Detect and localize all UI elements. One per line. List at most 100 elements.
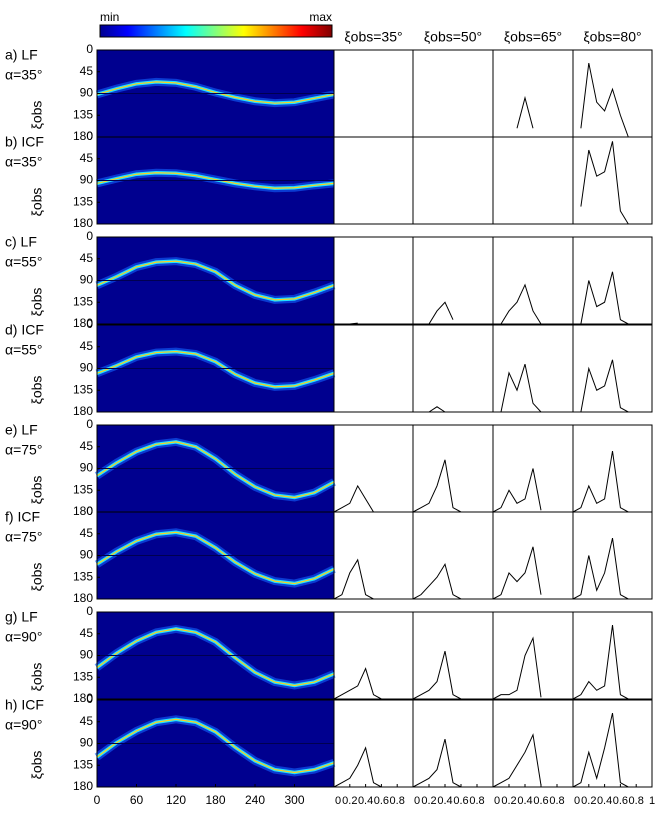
y-tick-label: 135 [73,482,93,496]
profile-line [572,712,629,788]
y-tick-label: 180 [73,404,93,418]
profile-frame [492,324,574,413]
column-header: ξobs=35° [344,29,402,45]
profile-frame [333,136,414,225]
y-tick-label: 90 [80,86,94,100]
x-tick-label: 120 [166,793,186,807]
profile-x-tick-label: 0.6 [613,795,628,807]
x-tick-label: 300 [284,793,304,807]
profile-frame [412,511,494,600]
y-tick-label: 0 [86,229,93,243]
profile-x-tick-label: 0.8 [549,795,564,807]
row-label: g) LF [5,609,38,625]
y-tick-label: 180 [73,504,93,518]
column-header: ξobs=50° [424,29,482,45]
profile-frame [572,136,653,225]
colorbar-min: min [100,10,119,24]
y-tick-label: 0 [86,604,93,618]
ridge-core [96,172,335,189]
y-tick-label: 135 [73,569,93,583]
profile-line [580,271,629,325]
profile-frame [333,324,414,413]
profile-line [572,624,629,700]
y-axis-label: ξobs [29,476,45,505]
profile-line [492,733,542,788]
profile-frame [492,611,574,700]
row-label: e) LF [5,422,38,438]
profile-frame [412,49,494,138]
y-tick-label: 0 [86,129,93,143]
y-axis-label: ξobs [29,288,45,317]
ridge-core [96,531,335,585]
profile-x-tick-label: 0 [574,795,580,807]
profile-frame [333,49,414,138]
profile-line [333,484,374,513]
row-alpha: α=90° [5,717,42,733]
ridge-core [96,718,335,774]
profile-line [412,739,462,788]
y-tick-label: 135 [73,669,93,683]
ridge-core [96,628,335,687]
row-alpha: α=35° [5,154,42,170]
y-tick-label: 0 [86,42,93,56]
profile-line [333,667,382,700]
profile-x-tick-label: 0.8 [629,795,644,807]
y-tick-label: 45 [80,714,94,728]
column-header: ξobs=80° [583,29,641,45]
y-tick-label: 45 [80,64,94,78]
profile-frame [412,424,494,513]
profile-frame [572,511,653,600]
profile-x-tick-label: 0.8 [469,795,484,807]
row-label: a) LF [5,47,38,63]
y-tick-label: 135 [73,757,93,771]
y-tick-label: 0 [86,504,93,518]
row-alpha: α=35° [5,67,42,83]
row-label: h) ICF [5,697,44,713]
y-tick-label: 90 [80,361,94,375]
profile-frame [412,324,494,413]
profile-x-tick-label: 0.2 [581,795,596,807]
profile-frame [572,699,653,788]
profile-frame [492,699,574,788]
profile-x-tick-label: 1 [649,795,655,807]
y-tick-label: 90 [80,273,94,287]
y-tick-label: 135 [73,107,93,121]
ridge-core [96,441,335,499]
y-axis-label: ξobs [29,751,45,780]
row-label: b) ICF [5,134,44,150]
y-tick-label: 45 [80,339,94,353]
row-alpha: α=55° [5,342,42,358]
profile-line [516,95,534,129]
profile-frame [333,699,414,788]
ridge-core [96,260,335,301]
row-label: f) ICF [5,509,40,525]
profile-line [333,746,382,788]
profile-line [492,468,542,513]
colorbar [99,24,333,38]
y-tick-label: 0 [86,417,93,431]
row-alpha: α=90° [5,629,42,645]
y-tick-label: 45 [80,626,94,640]
profile-line [341,322,358,325]
profile-line [580,359,629,413]
row-alpha: α=75° [5,529,42,545]
profile-x-tick-label: 0 [414,795,420,807]
profile-line [428,301,454,325]
y-tick-label: 180 [73,316,93,330]
profile-frame [572,424,653,513]
profile-frame [412,611,494,700]
profile-line [572,537,629,600]
profile-x-tick-label: 0.6 [453,795,468,807]
profile-frame [333,236,414,325]
profile-line [412,562,462,600]
profile-x-tick-label: 0.2 [342,795,357,807]
y-axis-label: ξobs [29,376,45,405]
profile-x-tick-label: 0.6 [374,795,389,807]
profile-line [500,283,542,325]
y-tick-label: 90 [80,548,94,562]
y-tick-label: 0 [86,692,93,706]
y-tick-label: 180 [73,129,93,143]
profile-frame [333,424,414,513]
y-tick-label: 90 [80,173,94,187]
